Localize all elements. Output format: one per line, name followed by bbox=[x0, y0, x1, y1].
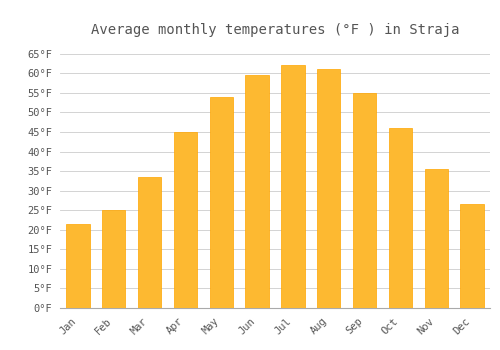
Bar bbox=[460, 204, 483, 308]
Bar bbox=[389, 128, 412, 308]
Bar bbox=[424, 169, 448, 308]
Bar bbox=[102, 210, 126, 308]
Bar bbox=[353, 93, 376, 308]
Bar bbox=[138, 177, 161, 308]
Bar bbox=[174, 132, 197, 308]
Bar bbox=[282, 65, 304, 308]
Bar bbox=[210, 97, 233, 308]
Title: Average monthly temperatures (°F ) in Straja: Average monthly temperatures (°F ) in St… bbox=[91, 23, 459, 37]
Bar bbox=[317, 69, 340, 308]
Bar bbox=[246, 75, 268, 308]
Bar bbox=[66, 224, 90, 308]
